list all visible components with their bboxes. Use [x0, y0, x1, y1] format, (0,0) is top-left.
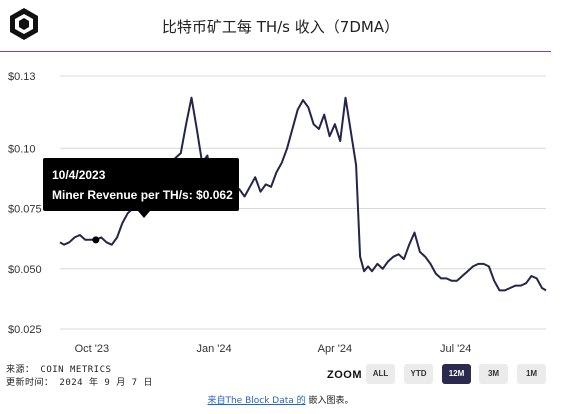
x-tick-label: Jul '24	[440, 343, 471, 355]
y-tick-label: $0.025	[8, 324, 42, 336]
zoom-3m-button[interactable]: 3M	[479, 364, 508, 384]
x-tick-label: Apr '24	[318, 343, 353, 355]
x-tick-label: Jan '24	[196, 343, 231, 355]
y-tick-label: $0.13	[8, 71, 36, 83]
embed-suffix: 嵌入图表。	[305, 396, 354, 406]
the-block-logo	[10, 8, 38, 40]
tooltip-arrow	[138, 211, 150, 218]
zoom-1m-button[interactable]: 1M	[517, 364, 546, 384]
chart-title: 比特币矿工每 TH/s 收入（7DMA）	[161, 18, 400, 36]
title-divider	[0, 51, 551, 52]
source-line: 来源： COIN METRICS	[6, 365, 112, 375]
line-chart[interactable]: $0.025 $0.050 $0.075 $0.10 $0.13 Oct '23 Jan '…	[0, 52, 561, 362]
y-tick-label: $0.075	[8, 204, 42, 216]
y-tick-label: $0.050	[8, 264, 42, 276]
tooltip: 10/4/2023 Miner Revenue per TH/s: $0.062	[43, 158, 239, 218]
embed-link[interactable]: 来自The Block Data 的	[207, 396, 306, 406]
tooltip-date: 10/4/2023	[52, 168, 106, 182]
source-note: 来源： COIN METRICS 更新时间： 2024 年 9 月 7 日	[6, 364, 153, 390]
zoom-12m-button[interactable]: 12M	[442, 364, 471, 384]
x-tick-label: Oct '23	[75, 343, 110, 355]
zoom-label: ZOOM	[327, 369, 362, 381]
highlight-point	[92, 236, 100, 244]
y-tick-label: $0.10	[8, 143, 36, 155]
updated-line: 更新时间： 2024 年 9 月 7 日	[6, 378, 154, 388]
zoom-ytd-button[interactable]: YTD	[404, 364, 433, 384]
tooltip-value: Miner Revenue per TH/s: $0.062	[52, 188, 233, 202]
embed-note: 来自The Block Data 的 嵌入图表。	[0, 393, 561, 406]
zoom-all-button[interactable]: ALL	[366, 364, 395, 384]
